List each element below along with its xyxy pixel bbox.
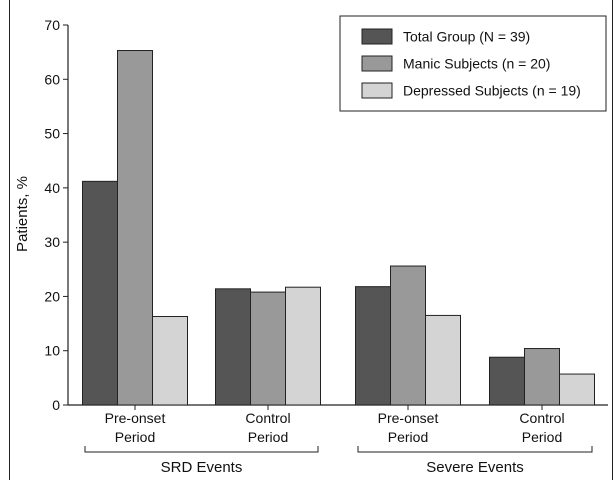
y-axis-label: Patients, %	[14, 176, 31, 252]
y-tick-label: 70	[44, 17, 60, 33]
x-tick-label: Period	[388, 429, 428, 445]
bar	[524, 348, 560, 406]
group-label: SRD Events	[161, 459, 243, 476]
group-bracket	[357, 446, 593, 453]
legend-label: Total Group (N = 39)	[403, 29, 530, 45]
legend-swatch	[361, 28, 393, 45]
bars	[82, 50, 595, 406]
figure-frame: 0 10 20 30 40 50 60 70 Pre-onset Period Control Pe…	[9, 0, 613, 480]
x-tick-label: Period	[115, 429, 155, 445]
y-tick-label: 60	[44, 71, 60, 87]
x-tick-labels: Pre-onset Period Control Period Pre-onset Per…	[105, 405, 565, 445]
legend-label: Depressed Subjects (n = 19)	[403, 83, 581, 99]
x-tick-label: Pre-onset	[378, 410, 439, 426]
x-tick-label: Pre-onset	[105, 410, 166, 426]
bar	[559, 373, 595, 406]
x-tick-label: Control	[245, 410, 290, 426]
bar	[215, 288, 251, 406]
legend: Total Group (N = 39) Manic Subjects (n = …	[339, 15, 607, 112]
bar	[489, 356, 525, 406]
bar	[390, 265, 426, 406]
y-tick-label: 0	[52, 397, 60, 413]
bar-chart: 0 10 20 30 40 50 60 70 Pre-onset Period Control Pe…	[14, 15, 608, 476]
x-tick-label: Period	[248, 429, 288, 445]
x-tick-label: Control	[519, 410, 564, 426]
legend-label: Manic Subjects (n = 20)	[403, 56, 550, 72]
group-labels: SRD Events Severe Events	[84, 446, 593, 476]
y-tick-label: 40	[44, 180, 60, 196]
bar	[82, 180, 118, 406]
y-tick-label: 10	[44, 343, 60, 359]
bar	[425, 314, 461, 406]
bar	[117, 50, 153, 406]
y-tick-label: 30	[44, 234, 60, 250]
x-tick-label: Period	[522, 429, 562, 445]
y-tick-label: 50	[44, 126, 60, 142]
y-tick-label: 20	[44, 288, 60, 304]
legend-swatch	[361, 82, 393, 99]
bar	[285, 286, 321, 406]
legend-swatch	[361, 55, 393, 72]
group-label: Severe Events	[426, 459, 524, 476]
bar	[152, 316, 188, 406]
group-bracket	[84, 446, 319, 453]
bar	[355, 286, 391, 406]
y-ticks: 0 10 20 30 40 50 60 70	[44, 17, 68, 413]
bar	[250, 291, 286, 406]
